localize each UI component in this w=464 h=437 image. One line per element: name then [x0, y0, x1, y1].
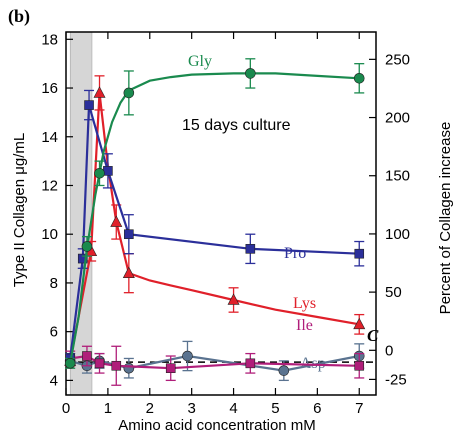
data-point — [182, 350, 193, 362]
x-tick-label: 5 — [271, 400, 279, 417]
series-asp: Asp — [64, 340, 365, 382]
data-point — [110, 215, 123, 227]
series-line-pro — [69, 104, 360, 359]
data-point — [84, 100, 94, 110]
x-axis-label: Amino acid concentration mM — [118, 417, 316, 434]
data-point — [94, 358, 105, 369]
data-point — [122, 266, 135, 278]
data-point — [123, 87, 135, 99]
data-point — [245, 244, 256, 254]
y-tick-label: 12 — [41, 177, 58, 194]
series-label-ile: Ile — [296, 317, 313, 334]
data-point — [81, 241, 93, 252]
x-tick-label: 0 — [62, 400, 70, 417]
x-tick-label: 2 — [146, 400, 154, 417]
y2-tick-label: 150 — [385, 168, 410, 185]
y-tick-label: 8 — [50, 275, 58, 292]
y-axis-label: Type II Collagen μg/mL — [11, 133, 28, 288]
data-point — [245, 358, 256, 369]
y2-tick-label: -25 — [385, 371, 407, 388]
y2-tick-label: 0 — [385, 342, 393, 359]
y2-axis-label: Percent of Collagen increase — [437, 122, 454, 315]
series-label-gly: Gly — [188, 53, 212, 70]
data-point — [245, 68, 256, 79]
data-point — [354, 360, 365, 371]
data-point — [64, 358, 76, 369]
x-tick-label: 1 — [104, 400, 112, 417]
x-tick-label: 4 — [229, 400, 237, 417]
y2-tick-label: 200 — [385, 110, 410, 127]
data-point — [353, 317, 366, 330]
series-label-pro: Pro — [284, 245, 306, 262]
x-tick-label: 3 — [188, 400, 196, 417]
data-point — [82, 351, 92, 361]
annotation-text: 15 days culture — [182, 117, 291, 134]
series-label-lys: Lys — [293, 295, 316, 312]
data-point — [124, 229, 134, 240]
y-tick-label: 6 — [50, 324, 58, 341]
data-point — [278, 365, 290, 376]
y-tick-label: 4 — [50, 372, 58, 389]
y-tick-label: 14 — [41, 129, 58, 146]
data-point — [94, 168, 105, 179]
data-point — [93, 86, 106, 98]
data-point — [123, 362, 135, 374]
x-tick-label: 6 — [313, 400, 321, 417]
y-tick-label: 16 — [41, 80, 58, 97]
series-gly: Gly — [64, 53, 365, 369]
data-point — [354, 248, 365, 259]
y2-tick-label: 50 — [385, 284, 402, 301]
reference-label: C — [367, 326, 379, 345]
data-point — [165, 363, 176, 374]
y-tick-label: 18 — [41, 31, 58, 48]
panel-label: (b) — [8, 6, 30, 27]
data-point — [353, 72, 365, 84]
y2-tick-label: 100 — [385, 226, 410, 243]
y-tick-label: 10 — [41, 226, 58, 243]
x-tick-label: 7 — [355, 400, 363, 417]
data-point — [227, 293, 240, 305]
data-point — [77, 253, 88, 264]
series-label-asp: Asp — [300, 355, 326, 372]
series-ile: Ile — [65, 317, 365, 386]
series-group: Asp Ile Lys Pro Gly — [64, 53, 366, 386]
plot-frame — [65, 31, 377, 396]
data-point — [111, 360, 122, 371]
y2-tick-label: 250 — [385, 51, 410, 68]
